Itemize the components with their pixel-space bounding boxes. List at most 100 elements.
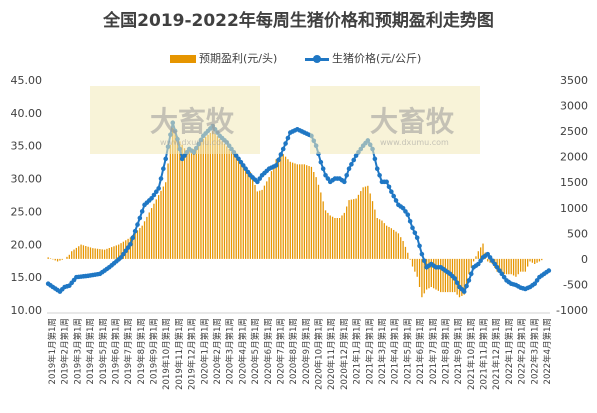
profit-bar (176, 136, 179, 259)
price-point (121, 251, 126, 257)
profit-bar (338, 218, 341, 259)
left-axis-tick-label: 25.00 (11, 205, 43, 218)
legend-swatch-profit (170, 55, 196, 63)
profit-bar (463, 258, 465, 295)
x-axis-tick-label: 2019年1月第1周 (47, 318, 58, 384)
profit-bar (487, 258, 489, 262)
profit-bar (221, 141, 223, 259)
profit-bar (346, 206, 348, 259)
profit-bar (59, 258, 61, 261)
profit-bar (268, 177, 270, 259)
price-point (233, 153, 239, 158)
profit-bar (390, 228, 392, 259)
profit-bar (71, 251, 73, 259)
price-point (151, 192, 157, 198)
profit-bar (522, 258, 524, 272)
profit-bar (146, 216, 148, 259)
price-point (342, 179, 347, 185)
profit-bar (169, 144, 172, 259)
profit-bar (261, 189, 263, 259)
price-point (414, 235, 420, 241)
price-point (501, 274, 507, 280)
price-point (417, 243, 422, 249)
profit-bar (343, 212, 345, 259)
price-point (532, 281, 538, 287)
profit-bar (134, 232, 136, 259)
price-point (276, 157, 281, 163)
profit-bar (52, 258, 54, 260)
profit-bar (395, 231, 397, 259)
x-axis-tick-label: 2019年10月第1周 (161, 318, 172, 390)
profit-bar (512, 258, 515, 276)
profit-bar (129, 237, 132, 259)
price-point (461, 289, 467, 294)
profit-bar (397, 233, 400, 259)
profit-bar (524, 258, 526, 272)
price-point (118, 255, 124, 260)
price-point (485, 251, 491, 257)
profit-bar (78, 246, 80, 259)
price-point (346, 166, 352, 172)
x-axis-tick-label: 2021年3月第1周 (377, 318, 388, 384)
profit-bar (89, 247, 92, 259)
profit-bar (249, 172, 251, 259)
price-point (243, 166, 248, 172)
watermark-box-1 (90, 86, 260, 154)
profit-bar (503, 258, 505, 275)
profit-bar (498, 258, 501, 273)
profit-bar (334, 218, 336, 259)
profit-bar (470, 258, 472, 268)
x-axis-tick-label: 2019年8月第1周 (136, 318, 147, 384)
profit-bar (393, 229, 395, 259)
profit-bar (75, 247, 78, 259)
price-point (132, 228, 138, 234)
profit-bar (369, 193, 371, 259)
legend-item-profit: 预期盈利(元/头) (170, 50, 277, 66)
price-point (478, 258, 483, 264)
x-axis-tick-label: 2021年6月第1周 (415, 318, 426, 384)
price-point (273, 163, 279, 168)
profit-bar (324, 210, 327, 259)
profit-bar (442, 258, 444, 293)
price-point (386, 184, 392, 190)
profit-bar (209, 133, 212, 259)
x-axis-tick-label: 2021年1月第1周 (352, 318, 363, 384)
price-point (391, 193, 396, 199)
profit-bar (162, 186, 164, 259)
profit-bar (101, 249, 103, 259)
profit-bar (376, 218, 378, 259)
profit-bar (219, 138, 221, 259)
price-point (410, 225, 415, 231)
profit-bar (383, 223, 385, 259)
profit-bar (167, 163, 169, 259)
profit-bar (411, 258, 414, 267)
profit-bar (468, 258, 470, 275)
profit-bar (113, 246, 115, 259)
chart-title: 全国2019-2022年每周生猪价格和预期盈利走势图 (103, 11, 494, 31)
price-point (280, 146, 286, 152)
price-point (492, 261, 498, 267)
x-axis-tick-label: 2019年7月第1周 (123, 318, 134, 384)
profit-bar (472, 258, 475, 262)
profit-bar (216, 136, 219, 259)
profit-bar (538, 258, 541, 262)
profit-bar (80, 244, 82, 259)
profit-bar (362, 187, 364, 259)
profit-bar (118, 244, 120, 259)
price-point (283, 141, 288, 146)
price-point (344, 172, 349, 178)
profit-bar (132, 235, 134, 259)
profit-bar (174, 131, 176, 259)
price-point (245, 169, 251, 175)
profit-bar (110, 247, 113, 259)
price-point (377, 172, 382, 178)
profit-bar (270, 171, 273, 259)
profit-bar (247, 170, 249, 259)
profit-bar (226, 146, 228, 259)
profit-bar (96, 248, 99, 259)
watermark-url-2: www.dxumu.com (380, 138, 449, 147)
legend-label-price: 生猪价格(元/公斤) (332, 52, 422, 65)
price-point (452, 276, 458, 281)
price-point (149, 195, 154, 201)
x-axis-tick-label: 2021年2月第1周 (364, 318, 375, 384)
